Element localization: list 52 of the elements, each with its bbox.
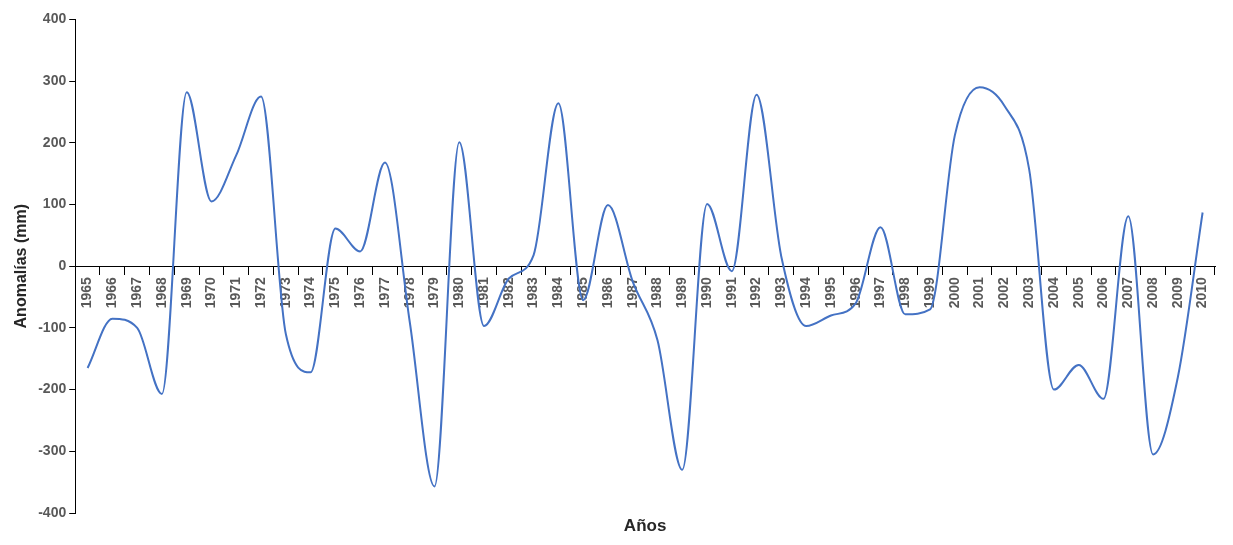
x-axis-title: Años xyxy=(623,516,667,536)
x-tick-label: 1969 xyxy=(177,277,194,309)
x-tick-label: 1966 xyxy=(103,277,120,309)
x-tick-label: 1965 xyxy=(78,277,95,309)
y-tick-label: -200 xyxy=(38,380,67,397)
y-tick-label: -400 xyxy=(38,503,67,520)
x-tick-label: 1989 xyxy=(673,277,690,309)
x-tick-label: 1970 xyxy=(202,277,219,309)
x-tick-label: 1986 xyxy=(598,277,615,309)
x-tick-label: 1972 xyxy=(251,277,268,309)
x-tick-label: 1992 xyxy=(747,277,764,309)
x-tick-label: 1995 xyxy=(821,277,838,309)
x-tick-label: 1983 xyxy=(524,277,541,309)
x-tick-label: 2000 xyxy=(945,277,962,309)
x-tick-label: 1981 xyxy=(474,277,491,309)
x-tick-label: 2003 xyxy=(1020,277,1037,309)
x-tick-label: 1974 xyxy=(301,277,318,309)
y-tick-label: 200 xyxy=(42,133,67,150)
y-tick-label: -100 xyxy=(38,318,67,335)
x-tick-label: 2005 xyxy=(1069,277,1086,309)
x-tick-label: 1982 xyxy=(499,277,516,309)
x-tick-label: 1999 xyxy=(920,277,937,309)
x-tick-label: 1988 xyxy=(648,277,665,309)
x-tick-label: 1990 xyxy=(697,277,714,309)
y-tick-label: 400 xyxy=(42,10,67,27)
x-tick-label: 2009 xyxy=(1168,277,1185,309)
x-tick-label: 1993 xyxy=(772,277,789,309)
x-tick-label: 1975 xyxy=(326,277,343,309)
x-tick-label: 2006 xyxy=(1094,277,1111,309)
x-tick-label: 2010 xyxy=(1193,277,1210,309)
y-tick-label: 300 xyxy=(42,71,67,88)
y-tick-label: 100 xyxy=(42,195,67,212)
x-tick-label: 2002 xyxy=(995,277,1012,309)
x-tick-label: 1976 xyxy=(351,277,368,309)
x-tick-label: 1971 xyxy=(227,277,244,309)
x-tick-label: 1998 xyxy=(896,277,913,309)
x-tick-label: 2007 xyxy=(1119,277,1136,309)
y-tick-label: 0 xyxy=(58,257,67,274)
x-tick-label: 1977 xyxy=(375,277,392,309)
x-tick-label: 1994 xyxy=(797,277,814,309)
x-tick-label: 2004 xyxy=(1044,277,1061,309)
x-tick-label: 1968 xyxy=(152,277,169,309)
y-tick-label: -300 xyxy=(38,442,67,459)
x-tick-label: 1980 xyxy=(450,277,467,309)
x-tick-label: 2001 xyxy=(970,277,987,309)
y-axis-title: Anomalías (mm) xyxy=(12,203,30,329)
x-tick-label: 1967 xyxy=(128,277,145,309)
x-tick-label: 1979 xyxy=(425,277,442,309)
x-tick-label: 2008 xyxy=(1143,277,1160,309)
x-tick-label: 1997 xyxy=(871,277,888,309)
x-tick-label: 1984 xyxy=(549,277,566,309)
x-tick-label: 1991 xyxy=(722,277,739,309)
